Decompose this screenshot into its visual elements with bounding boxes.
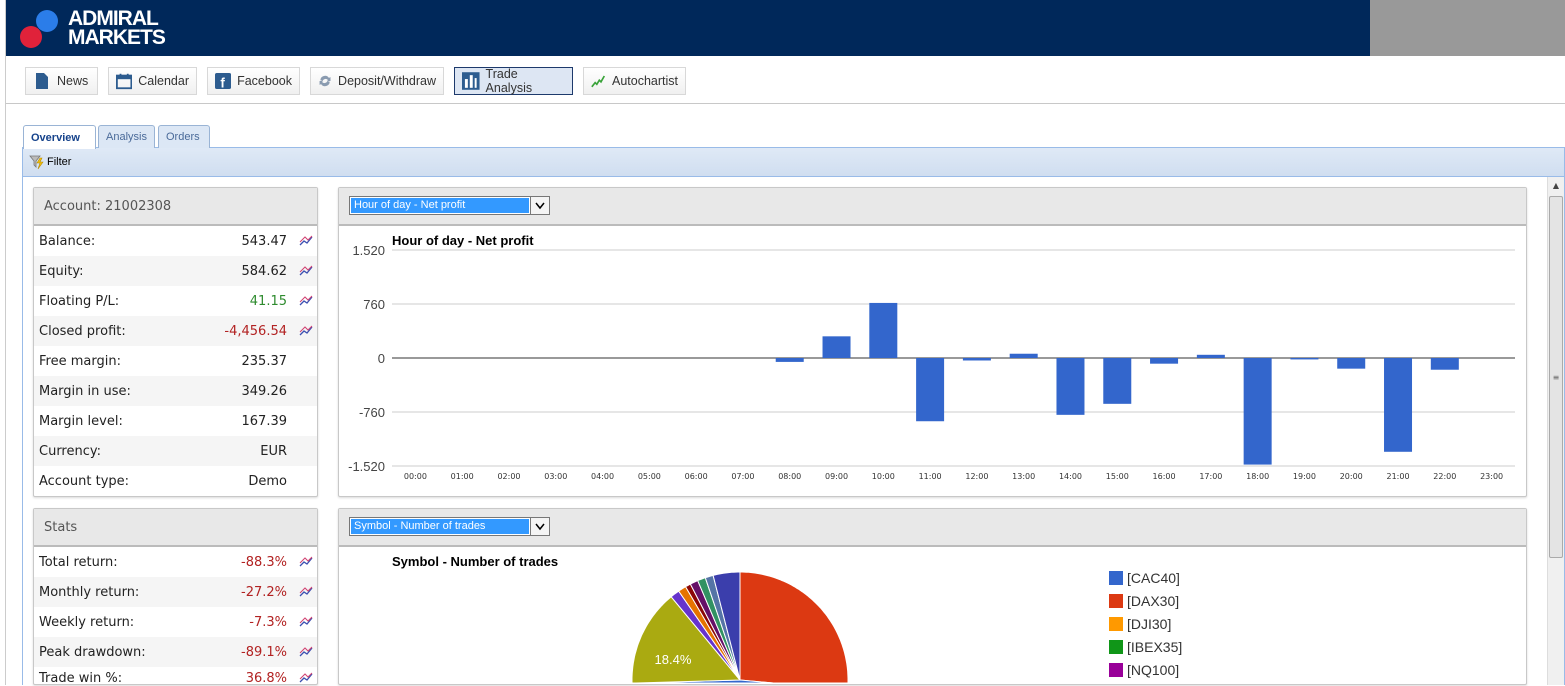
row-label: Currency: (39, 443, 102, 459)
row-label: Peak drawdown: (39, 644, 146, 660)
toolbar-button-label: News (57, 74, 89, 88)
line-chart-icon (591, 75, 606, 88)
filter-label: Filter (47, 156, 72, 168)
row-value: 543.47 (241, 233, 288, 249)
trend-chart-icon[interactable] (299, 324, 313, 336)
row-label: Margin level: (39, 413, 123, 429)
row-value: -27.2% (241, 584, 287, 600)
row-value: 36.8% (245, 671, 287, 686)
trend-chart-icon[interactable] (299, 615, 313, 627)
transfer-icon (319, 75, 331, 87)
row-label: Closed profit: (39, 323, 126, 339)
account-row: Margin in use: 349.26 (34, 376, 317, 406)
row-value: 41.15 (249, 293, 287, 309)
stats-row: Weekly return: -7.3% (34, 607, 317, 637)
calendar-icon (116, 73, 133, 90)
tab-analysis[interactable]: Analysis (98, 125, 155, 148)
stats-row: Peak drawdown: -89.1% (34, 637, 317, 667)
toolbar-button-label: Facebook (237, 74, 292, 88)
hour-chart-panel: Hour of day - Net profit (338, 187, 1527, 497)
toolbar-button-label: Autochartist (611, 74, 678, 88)
row-value: -4,456.54 (224, 323, 287, 339)
header-bar: ADMIRAL MARKETS (6, 0, 1370, 56)
stats-title: Stats (34, 509, 317, 547)
account-row: Account type: Demo (34, 466, 317, 496)
toolbar-deposit-withdraw-button[interactable]: Deposit/Withdraw (310, 67, 444, 95)
account-row: Currency: EUR (34, 436, 317, 466)
account-row: Margin level: 167.39 (34, 406, 317, 436)
stats-row: Total return: -88.3% (34, 547, 317, 577)
svg-text:f: f (220, 75, 225, 90)
toolbar-autochartist-button[interactable]: Autochartist (583, 67, 686, 95)
toolbar-trade-analysis-button[interactable]: Trade Analysis (454, 67, 573, 95)
scroll-up-icon[interactable]: ▲ (1552, 181, 1560, 190)
row-value: 167.39 (241, 413, 288, 429)
chart2-select[interactable]: Symbol - Number of trades (349, 517, 550, 536)
row-label: Balance: (39, 233, 96, 249)
tab-orders[interactable]: Orders (158, 125, 210, 148)
account-row: Equity: 584.62 (34, 256, 317, 286)
overview-content: Account: 21002308 Balance: 543.47 Equity: 5… (22, 177, 1565, 686)
trend-chart-icon[interactable] (299, 555, 313, 567)
filter-icon (29, 155, 44, 170)
row-value: Demo (248, 473, 287, 489)
row-label: Monthly return: (39, 584, 140, 600)
scroll-thumb[interactable]: ≡ (1549, 196, 1563, 558)
account-row: Free margin: 235.37 (34, 346, 317, 376)
facebook-icon: f (215, 72, 232, 90)
toolbar-button-label: Deposit/Withdraw (338, 74, 436, 88)
row-label: Trade win %: (39, 671, 123, 686)
row-value: EUR (260, 443, 287, 459)
trend-chart-icon[interactable] (299, 264, 313, 276)
filter-button[interactable]: Filter (29, 154, 71, 170)
trend-chart-icon[interactable] (299, 645, 313, 657)
document-icon (36, 73, 48, 89)
row-label: Floating P/L: (39, 293, 120, 309)
stats-panel: Stats Total return: -88.3% Monthly return:… (33, 508, 318, 686)
row-label: Margin in use: (39, 383, 131, 399)
window-edge (0, 0, 6, 685)
account-panel: Account: 21002308 Balance: 543.47 Equity: 5… (33, 187, 318, 497)
toolbar-button-label: Calendar (138, 74, 189, 88)
row-label: Total return: (39, 554, 118, 570)
admiral-markets-logo[interactable]: ADMIRAL MARKETS (6, 0, 166, 56)
bar-chart-icon (462, 72, 480, 90)
chevron-down-icon[interactable] (530, 197, 549, 214)
toolbar-news-button[interactable]: News (25, 67, 98, 95)
trend-chart-icon[interactable] (299, 585, 313, 597)
vertical-scrollbar[interactable]: ▲ ≡ (1547, 177, 1564, 685)
stats-row: Monthly return: -27.2% (34, 577, 317, 607)
chevron-down-icon[interactable] (530, 518, 549, 535)
filter-bar: Filter (22, 147, 1565, 177)
trend-chart-icon[interactable] (299, 234, 313, 246)
trend-chart-icon[interactable] (299, 294, 313, 306)
toolbar: News Calendar f Facebook Deposit/Withdraw Tra… (6, 56, 1565, 104)
account-row: Floating P/L: 41.15 (34, 286, 317, 316)
row-label: Equity: (39, 263, 84, 279)
row-value: -89.1% (241, 644, 287, 660)
row-value: -88.3% (241, 554, 287, 570)
row-label: Free margin: (39, 353, 121, 369)
trend-chart-icon[interactable] (299, 671, 313, 683)
header-gray-area (1370, 0, 1565, 56)
account-row: Balance: 543.47 (34, 226, 317, 256)
toolbar-calendar-button[interactable]: Calendar (108, 67, 197, 95)
tab-overview[interactable]: Overview (23, 125, 96, 149)
row-value: -7.3% (249, 614, 287, 630)
row-value: 235.37 (241, 353, 288, 369)
stats-row: Trade win %: 36.8% (34, 667, 317, 686)
symbol-chart-panel: Symbol - Number of trades (338, 508, 1527, 685)
row-value: 349.26 (241, 383, 288, 399)
account-row: Closed profit: -4,456.54 (34, 316, 317, 346)
row-label: Weekly return: (39, 614, 135, 630)
chart1-select[interactable]: Hour of day - Net profit (349, 196, 550, 215)
row-label: Account type: (39, 473, 130, 489)
row-value: 584.62 (241, 263, 288, 279)
toolbar-button-label: Trade Analysis (485, 67, 533, 95)
toolbar-facebook-button[interactable]: f Facebook (207, 67, 300, 95)
account-title: Account: 21002308 (34, 188, 317, 226)
